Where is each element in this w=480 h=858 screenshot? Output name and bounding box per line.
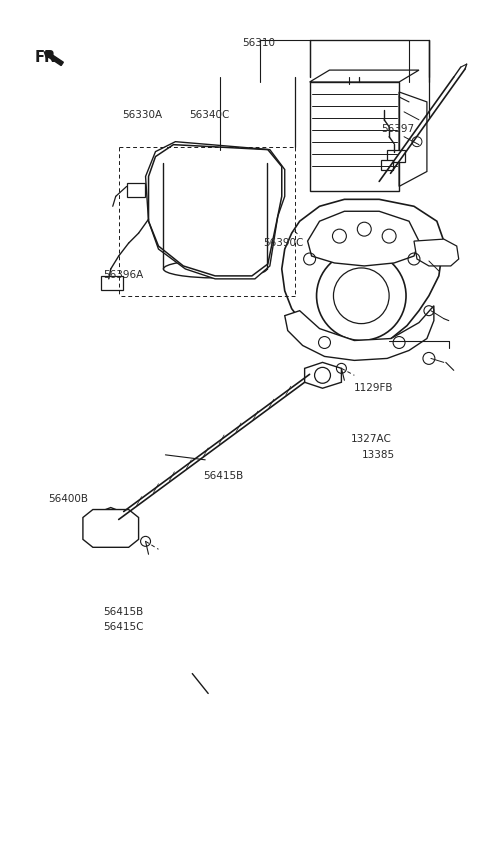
Text: FR.: FR. bbox=[35, 51, 61, 65]
Text: 56415B: 56415B bbox=[203, 471, 243, 481]
Text: 56310: 56310 bbox=[242, 39, 276, 48]
Circle shape bbox=[314, 367, 330, 384]
Bar bbox=[387, 149, 405, 161]
Polygon shape bbox=[83, 510, 139, 547]
Circle shape bbox=[316, 251, 406, 341]
Polygon shape bbox=[282, 199, 444, 348]
Text: 1129FB: 1129FB bbox=[354, 383, 394, 393]
Circle shape bbox=[187, 184, 243, 239]
Text: 13385: 13385 bbox=[362, 450, 395, 460]
Text: 1327AC: 1327AC bbox=[351, 434, 392, 444]
Bar bbox=[310, 82, 399, 191]
Text: 56390C: 56390C bbox=[263, 238, 303, 248]
Polygon shape bbox=[93, 508, 129, 536]
Text: 56415C: 56415C bbox=[103, 622, 144, 631]
Circle shape bbox=[103, 513, 119, 529]
Polygon shape bbox=[414, 239, 459, 266]
Text: 56396A: 56396A bbox=[103, 270, 143, 281]
Text: 56330A: 56330A bbox=[122, 110, 162, 120]
Bar bbox=[101, 276, 123, 290]
Bar bbox=[127, 184, 144, 197]
Bar bbox=[381, 160, 393, 170]
Ellipse shape bbox=[164, 260, 267, 278]
Polygon shape bbox=[305, 362, 341, 388]
Polygon shape bbox=[145, 142, 285, 279]
Circle shape bbox=[334, 268, 389, 323]
Text: 56397: 56397 bbox=[381, 124, 414, 134]
Text: 56340C: 56340C bbox=[189, 110, 229, 120]
Polygon shape bbox=[308, 211, 419, 266]
Polygon shape bbox=[285, 305, 434, 360]
Text: 56400B: 56400B bbox=[48, 494, 88, 504]
FancyArrow shape bbox=[44, 51, 63, 65]
Text: 56415B: 56415B bbox=[103, 607, 143, 618]
Circle shape bbox=[197, 193, 233, 229]
